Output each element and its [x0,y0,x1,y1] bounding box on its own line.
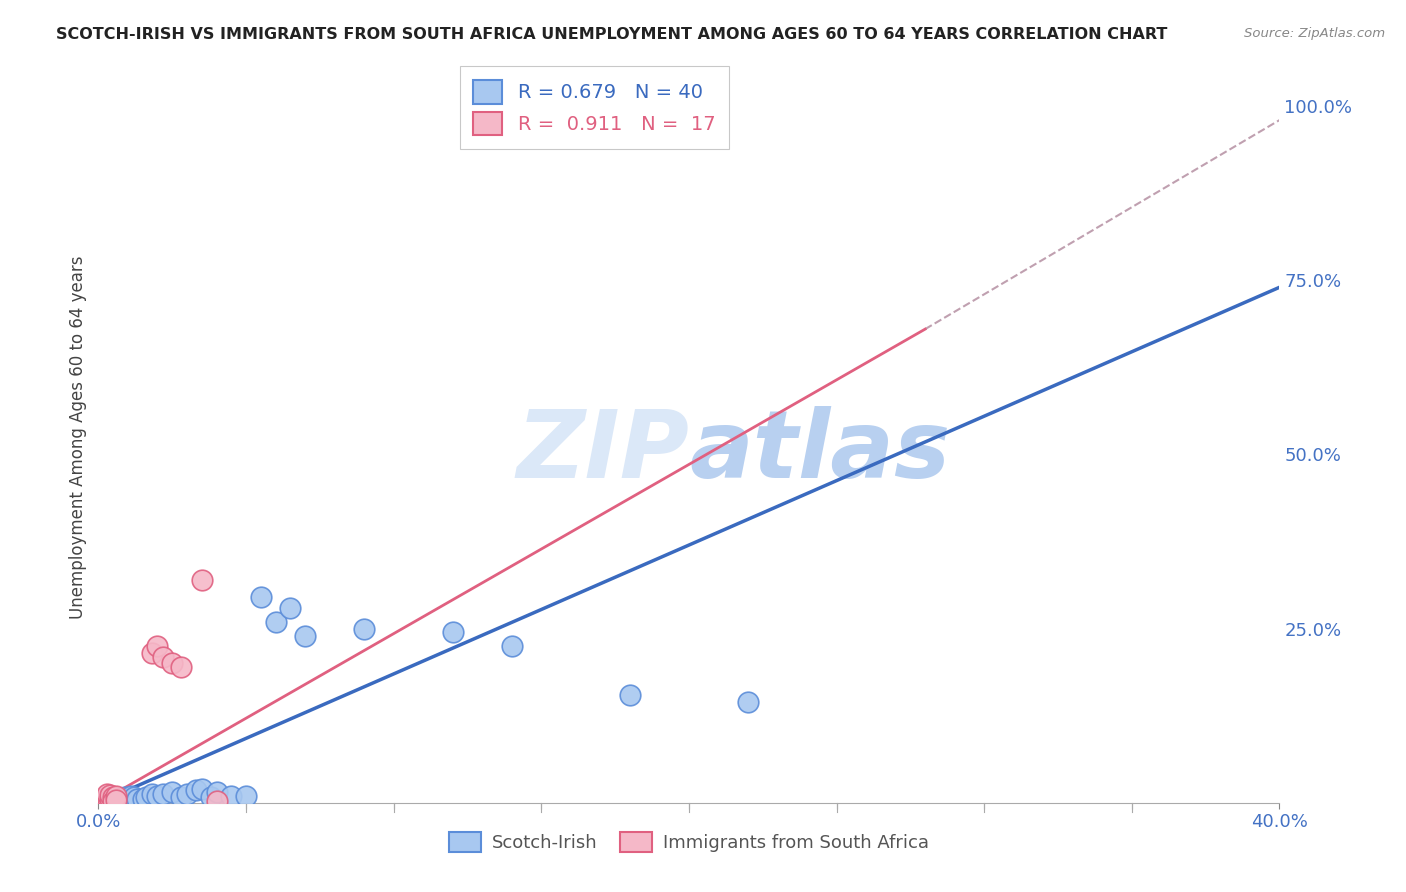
Point [103,794,125,808]
Point [96,787,118,801]
Text: SCOTCH-IRISH VS IMMIGRANTS FROM SOUTH AFRICA UNEMPLOYMENT AMONG AGES 60 TO 64 YE: SCOTCH-IRISH VS IMMIGRANTS FROM SOUTH AF… [56,27,1167,42]
Point [132,792,155,806]
Point [441,625,464,640]
Point [90,794,112,808]
Point [235,789,257,803]
Point [619,688,641,702]
Point [162,657,183,671]
Legend: Scotch-Irish, Immigrants from South Africa: Scotch-Irish, Immigrants from South Afri… [441,824,936,860]
Point [98,791,121,805]
Point [103,794,125,808]
Point [105,793,128,807]
Point [170,790,193,805]
Point [98,792,121,806]
Point [125,791,148,805]
Point [353,622,375,636]
Text: Source: ZipAtlas.com: Source: ZipAtlas.com [1244,27,1385,40]
Text: ZIP: ZIP [516,406,689,498]
Point [221,789,243,803]
Point [170,660,193,674]
Point [205,785,228,799]
Point [280,600,302,615]
Point [184,783,207,797]
Point [105,793,128,807]
Text: atlas: atlas [689,406,950,498]
Point [135,789,157,804]
Point [96,789,118,804]
Point [120,789,142,803]
Point [108,791,131,805]
Point [96,793,118,807]
Point [146,639,169,653]
Point [152,649,174,664]
Point [93,792,115,806]
Point [103,789,125,804]
Point [141,788,163,802]
Point [200,790,222,805]
Point [122,790,145,805]
Point [191,781,214,796]
Point [501,639,523,653]
Point [117,791,139,805]
Point [114,790,136,805]
Point [98,788,121,802]
Point [98,794,121,808]
Point [250,591,273,605]
Point [93,791,115,805]
Point [105,789,128,803]
Point [264,615,287,629]
Point [141,646,163,660]
Point [103,792,125,806]
Point [205,794,228,808]
Y-axis label: Unemployment Among Ages 60 to 64 years: Unemployment Among Ages 60 to 64 years [69,255,87,619]
Point [176,788,198,802]
Point [737,695,759,709]
Point [162,785,183,799]
Point [191,573,214,587]
Point [152,787,174,801]
Point [90,794,112,808]
Point [146,789,169,803]
Point [111,793,134,807]
Point [103,790,125,805]
Point [294,629,316,643]
